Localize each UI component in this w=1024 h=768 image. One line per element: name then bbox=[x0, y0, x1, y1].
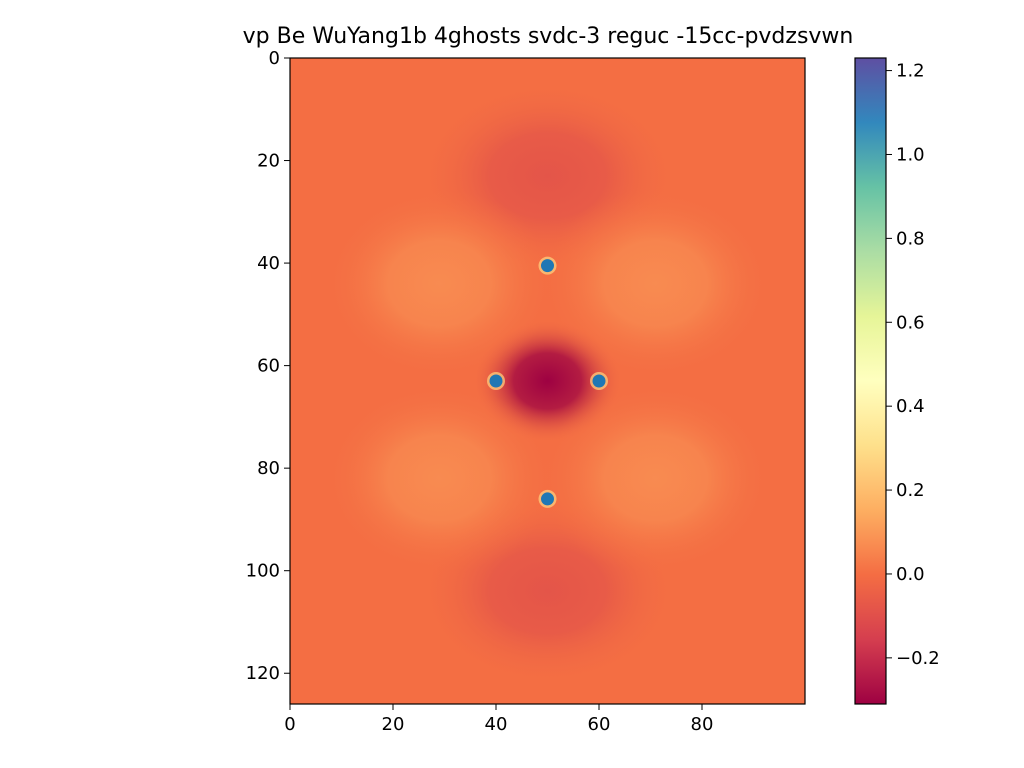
marker-point bbox=[541, 492, 554, 506]
colorbar-frame bbox=[854, 57, 887, 705]
marker-point bbox=[592, 374, 606, 388]
colorbar-tick-label: 1.2 bbox=[896, 61, 925, 82]
x-tick-label: 40 bbox=[485, 714, 508, 735]
y-tick-label: 120 bbox=[246, 663, 280, 684]
plot-frame bbox=[289, 57, 806, 705]
colorbar-scale bbox=[855, 58, 886, 704]
plot-area bbox=[289, 57, 806, 705]
x-tick-label: 80 bbox=[691, 714, 714, 735]
colorbar-tick-label: 0.4 bbox=[896, 396, 925, 417]
y-tick-label: 20 bbox=[257, 151, 280, 172]
colorbar-tick-label: 0.8 bbox=[896, 228, 925, 249]
marker-point bbox=[541, 259, 554, 273]
colorbar-tick-label: 0.0 bbox=[896, 564, 925, 585]
y-tick-label: 40 bbox=[257, 253, 280, 274]
heatmap-maximum-region bbox=[324, 188, 555, 379]
colorbar-tick-label: −0.2 bbox=[896, 648, 940, 669]
y-tick-label: 0 bbox=[269, 48, 280, 69]
heatmap-maximum-region bbox=[540, 383, 771, 574]
colorbar-tick-label: 1.0 bbox=[896, 144, 925, 165]
heatmap-maximum-region bbox=[324, 383, 555, 574]
colorbar: −0.2 0.0 0.2 0.4 0.6 0.8 1.0 1.2 bbox=[854, 57, 940, 705]
y-tick-label: 100 bbox=[246, 561, 280, 582]
x-tick-label: 0 bbox=[284, 714, 295, 735]
colorbar-ticks: −0.2 0.0 0.2 0.4 0.6 0.8 1.0 1.2 bbox=[886, 61, 940, 669]
y-tick-label: 60 bbox=[257, 356, 280, 377]
heatmap-field bbox=[290, 58, 805, 704]
colorbar-tick-label: 0.2 bbox=[896, 480, 925, 501]
x-tick-label: 60 bbox=[588, 714, 611, 735]
colorbar-tick-label: 0.6 bbox=[896, 312, 925, 333]
x-axis: 0 20 40 60 80 bbox=[284, 704, 713, 735]
chart-title: vp Be WuYang1b 4ghosts svdc-3 reguc -15c… bbox=[243, 24, 854, 49]
y-tick-label: 80 bbox=[257, 458, 280, 479]
y-axis: 0 20 40 60 80 100 120 bbox=[246, 48, 290, 684]
marker-point bbox=[489, 374, 503, 388]
marker-layer bbox=[487, 256, 608, 508]
x-tick-label: 20 bbox=[382, 714, 405, 735]
heatmap-maximum-region bbox=[540, 188, 771, 379]
